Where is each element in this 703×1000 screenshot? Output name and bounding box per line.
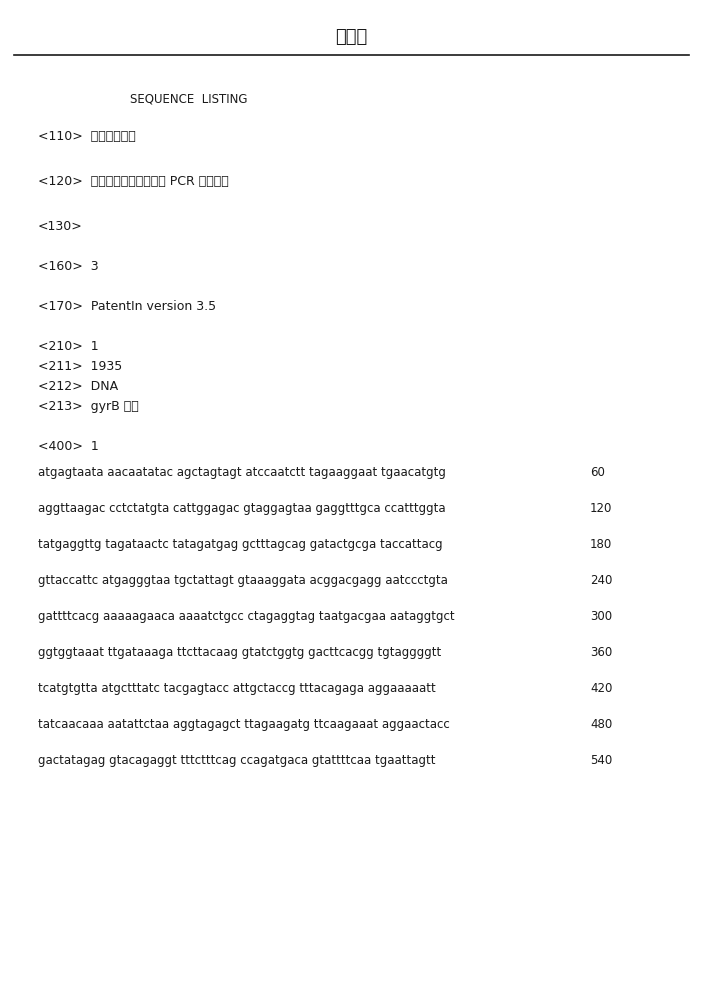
Text: 180: 180 [590,538,612,551]
Text: SEQUENCE  LISTING: SEQUENCE LISTING [130,92,247,105]
Text: gactatagag gtacagaggt tttctttcag ccagatgaca gtattttcaa tgaattagtt: gactatagag gtacagaggt tttctttcag ccagatg… [38,754,435,767]
Text: tatgaggttg tagataactc tatagatgag gctttagcag gatactgcga taccattacg: tatgaggttg tagataactc tatagatgag gctttag… [38,538,443,551]
Text: gattttcacg aaaaagaaca aaaatctgcc ctagaggtag taatgacgaa aataggtgct: gattttcacg aaaaagaaca aaaatctgcc ctagagg… [38,610,455,623]
Text: <130>: <130> [38,220,83,233]
Text: <210>  1: <210> 1 [38,340,98,353]
Text: 300: 300 [590,610,612,623]
Text: tatcaacaaa aatattctaa aggtagagct ttagaagatg ttcaagaaat aggaactacc: tatcaacaaa aatattctaa aggtagagct ttagaag… [38,718,450,731]
Text: gttaccattc atgagggtaa tgctattagt gtaaaggata acggacgagg aatccctgta: gttaccattc atgagggtaa tgctattagt gtaaagg… [38,574,448,587]
Text: <110>  四川农业大学: <110> 四川农业大学 [38,130,136,143]
Text: 540: 540 [590,754,612,767]
Text: atgagtaata aacaatatac agctagtagt atccaatctt tagaaggaat tgaacatgtg: atgagtaata aacaatatac agctagtagt atccaat… [38,466,446,479]
Text: <170>  PatentIn version 3.5: <170> PatentIn version 3.5 [38,300,216,313]
Text: tcatgtgtta atgctttatc tacgagtacc attgctaccg tttacagaga aggaaaaatt: tcatgtgtta atgctttatc tacgagtacc attgcta… [38,682,436,695]
Text: <213>  gyrB 基因: <213> gyrB 基因 [38,400,138,413]
Text: 480: 480 [590,718,612,731]
Text: <211>  1935: <211> 1935 [38,360,122,373]
Text: aggttaagac cctctatgta cattggagac gtaggagtaa gaggtttgca ccatttggta: aggttaagac cctctatgta cattggagac gtaggag… [38,502,446,515]
Text: 360: 360 [590,646,612,659]
Text: ggtggtaaat ttgataaaga ttcttacaag gtatctggtg gacttcacgg tgtaggggtt: ggtggtaaat ttgataaaga ttcttacaag gtatctg… [38,646,441,659]
Text: 60: 60 [590,466,605,479]
Text: 240: 240 [590,574,612,587]
Text: 420: 420 [590,682,612,695]
Text: 序列表: 序列表 [335,28,368,46]
Text: <212>  DNA: <212> DNA [38,380,118,393]
Text: 120: 120 [590,502,612,515]
Text: <120>  鸭疫里默氏杆菌特异性 PCR 检测方法: <120> 鸭疫里默氏杆菌特异性 PCR 检测方法 [38,175,228,188]
Text: <400>  1: <400> 1 [38,440,98,453]
Text: <160>  3: <160> 3 [38,260,98,273]
